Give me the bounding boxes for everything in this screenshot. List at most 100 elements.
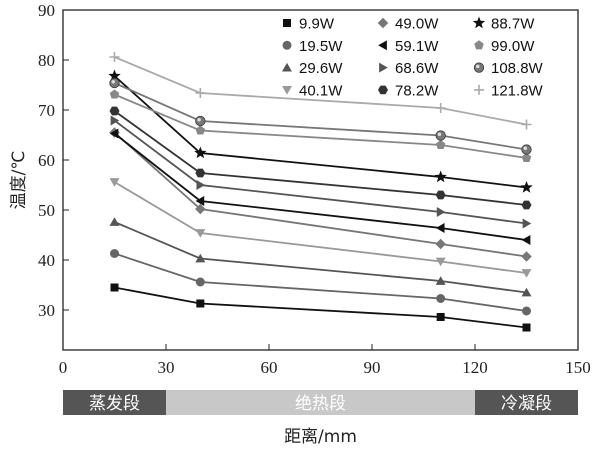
x-axis-label: 距离/mm (284, 427, 357, 447)
section-band (475, 390, 578, 415)
x-tick-label: 90 (364, 358, 381, 377)
legend-marker (282, 40, 292, 50)
y-axis-label: 温度/℃ (9, 151, 29, 210)
series-line (114, 181, 527, 274)
data-point (521, 153, 532, 163)
legend-label: 40.1W (299, 82, 343, 99)
data-point-highlight (111, 80, 115, 84)
series-line (114, 93, 527, 159)
legend-label: 88.7W (491, 16, 535, 33)
section-band (166, 390, 475, 415)
data-point (195, 253, 206, 263)
series-line (114, 252, 527, 312)
data-point-highlight (197, 118, 201, 122)
x-tick-label: 150 (565, 358, 591, 377)
data-point (435, 130, 446, 141)
data-point (110, 115, 120, 126)
section-band-label: 蒸发段 (89, 394, 140, 414)
data-point (435, 190, 446, 200)
series-line (113, 119, 527, 225)
y-tick-label: 40 (38, 251, 55, 270)
data-point (435, 257, 446, 267)
data-point (436, 313, 445, 321)
data-point (196, 299, 205, 308)
data-point (109, 128, 119, 139)
series-line (114, 286, 527, 329)
series-line (113, 131, 527, 258)
data-point (521, 287, 532, 297)
legend-marker (474, 84, 484, 95)
data-point (195, 88, 206, 98)
legend-marker (378, 40, 387, 51)
data-point-highlight (523, 146, 527, 150)
data-point (521, 235, 531, 245)
data-point (521, 144, 532, 155)
x-tick-label: 0 (59, 358, 68, 377)
data-point (108, 69, 121, 82)
data-point (521, 200, 532, 210)
legend-marker (282, 62, 292, 72)
data-point (195, 125, 206, 135)
data-point (521, 269, 532, 278)
legend-marker-highlight (476, 64, 480, 69)
data-point (521, 119, 532, 130)
legend-label: 68.6W (395, 60, 439, 77)
data-point (522, 306, 531, 316)
y-tick-label: 80 (38, 51, 55, 70)
data-point (522, 323, 531, 332)
data-point (520, 181, 533, 193)
data-point (436, 207, 446, 217)
x-tick-label: 120 (462, 358, 488, 377)
data-point (435, 103, 446, 113)
data-point (436, 294, 446, 303)
series-line (113, 110, 527, 206)
legend-label: 19.5W (299, 38, 343, 55)
data-point (195, 203, 206, 215)
data-point (109, 89, 120, 99)
data-point (195, 115, 206, 127)
y-tick-label: 90 (38, 1, 55, 20)
data-point (109, 77, 120, 89)
data-point-highlight (437, 132, 442, 136)
series-line (114, 82, 527, 151)
x-tick-label: 30 (158, 358, 175, 377)
legend-label: 108.8W (491, 60, 544, 77)
data-point (194, 146, 207, 159)
data-point (109, 52, 120, 62)
legend-marker (378, 85, 388, 95)
section-band (63, 390, 166, 415)
legend-label: 9.9W (299, 16, 335, 33)
y-tick-label: 60 (38, 151, 55, 170)
series-line (113, 75, 527, 189)
y-tick-label: 50 (38, 201, 55, 220)
data-point (435, 140, 446, 150)
legend-label: 99.0W (491, 38, 535, 55)
data-point (195, 196, 205, 206)
legend-label: 121.8W (491, 82, 544, 99)
legend-label: 29.6W (299, 60, 343, 77)
legend-label: 49.0W (395, 16, 439, 33)
legend-marker (472, 16, 486, 29)
legend-label: 59.1W (395, 38, 439, 55)
x-tick-label: 60 (261, 358, 278, 377)
data-point (110, 249, 119, 258)
section-band-label: 冷凝段 (501, 394, 552, 414)
data-point (109, 106, 120, 116)
y-tick-label: 30 (38, 301, 55, 320)
legend-marker (282, 86, 292, 95)
series-line (114, 56, 527, 126)
data-point (434, 170, 447, 183)
data-point (195, 229, 206, 238)
section-band-label: 绝热段 (295, 394, 346, 414)
legend-marker (379, 62, 388, 73)
data-point (110, 283, 119, 292)
data-point (435, 276, 446, 285)
legend-marker (473, 62, 485, 73)
data-point (109, 217, 120, 226)
data-point (195, 168, 206, 178)
legend-marker (377, 17, 389, 29)
data-point (109, 178, 120, 187)
legend-marker (474, 40, 484, 50)
data-point (195, 277, 205, 287)
